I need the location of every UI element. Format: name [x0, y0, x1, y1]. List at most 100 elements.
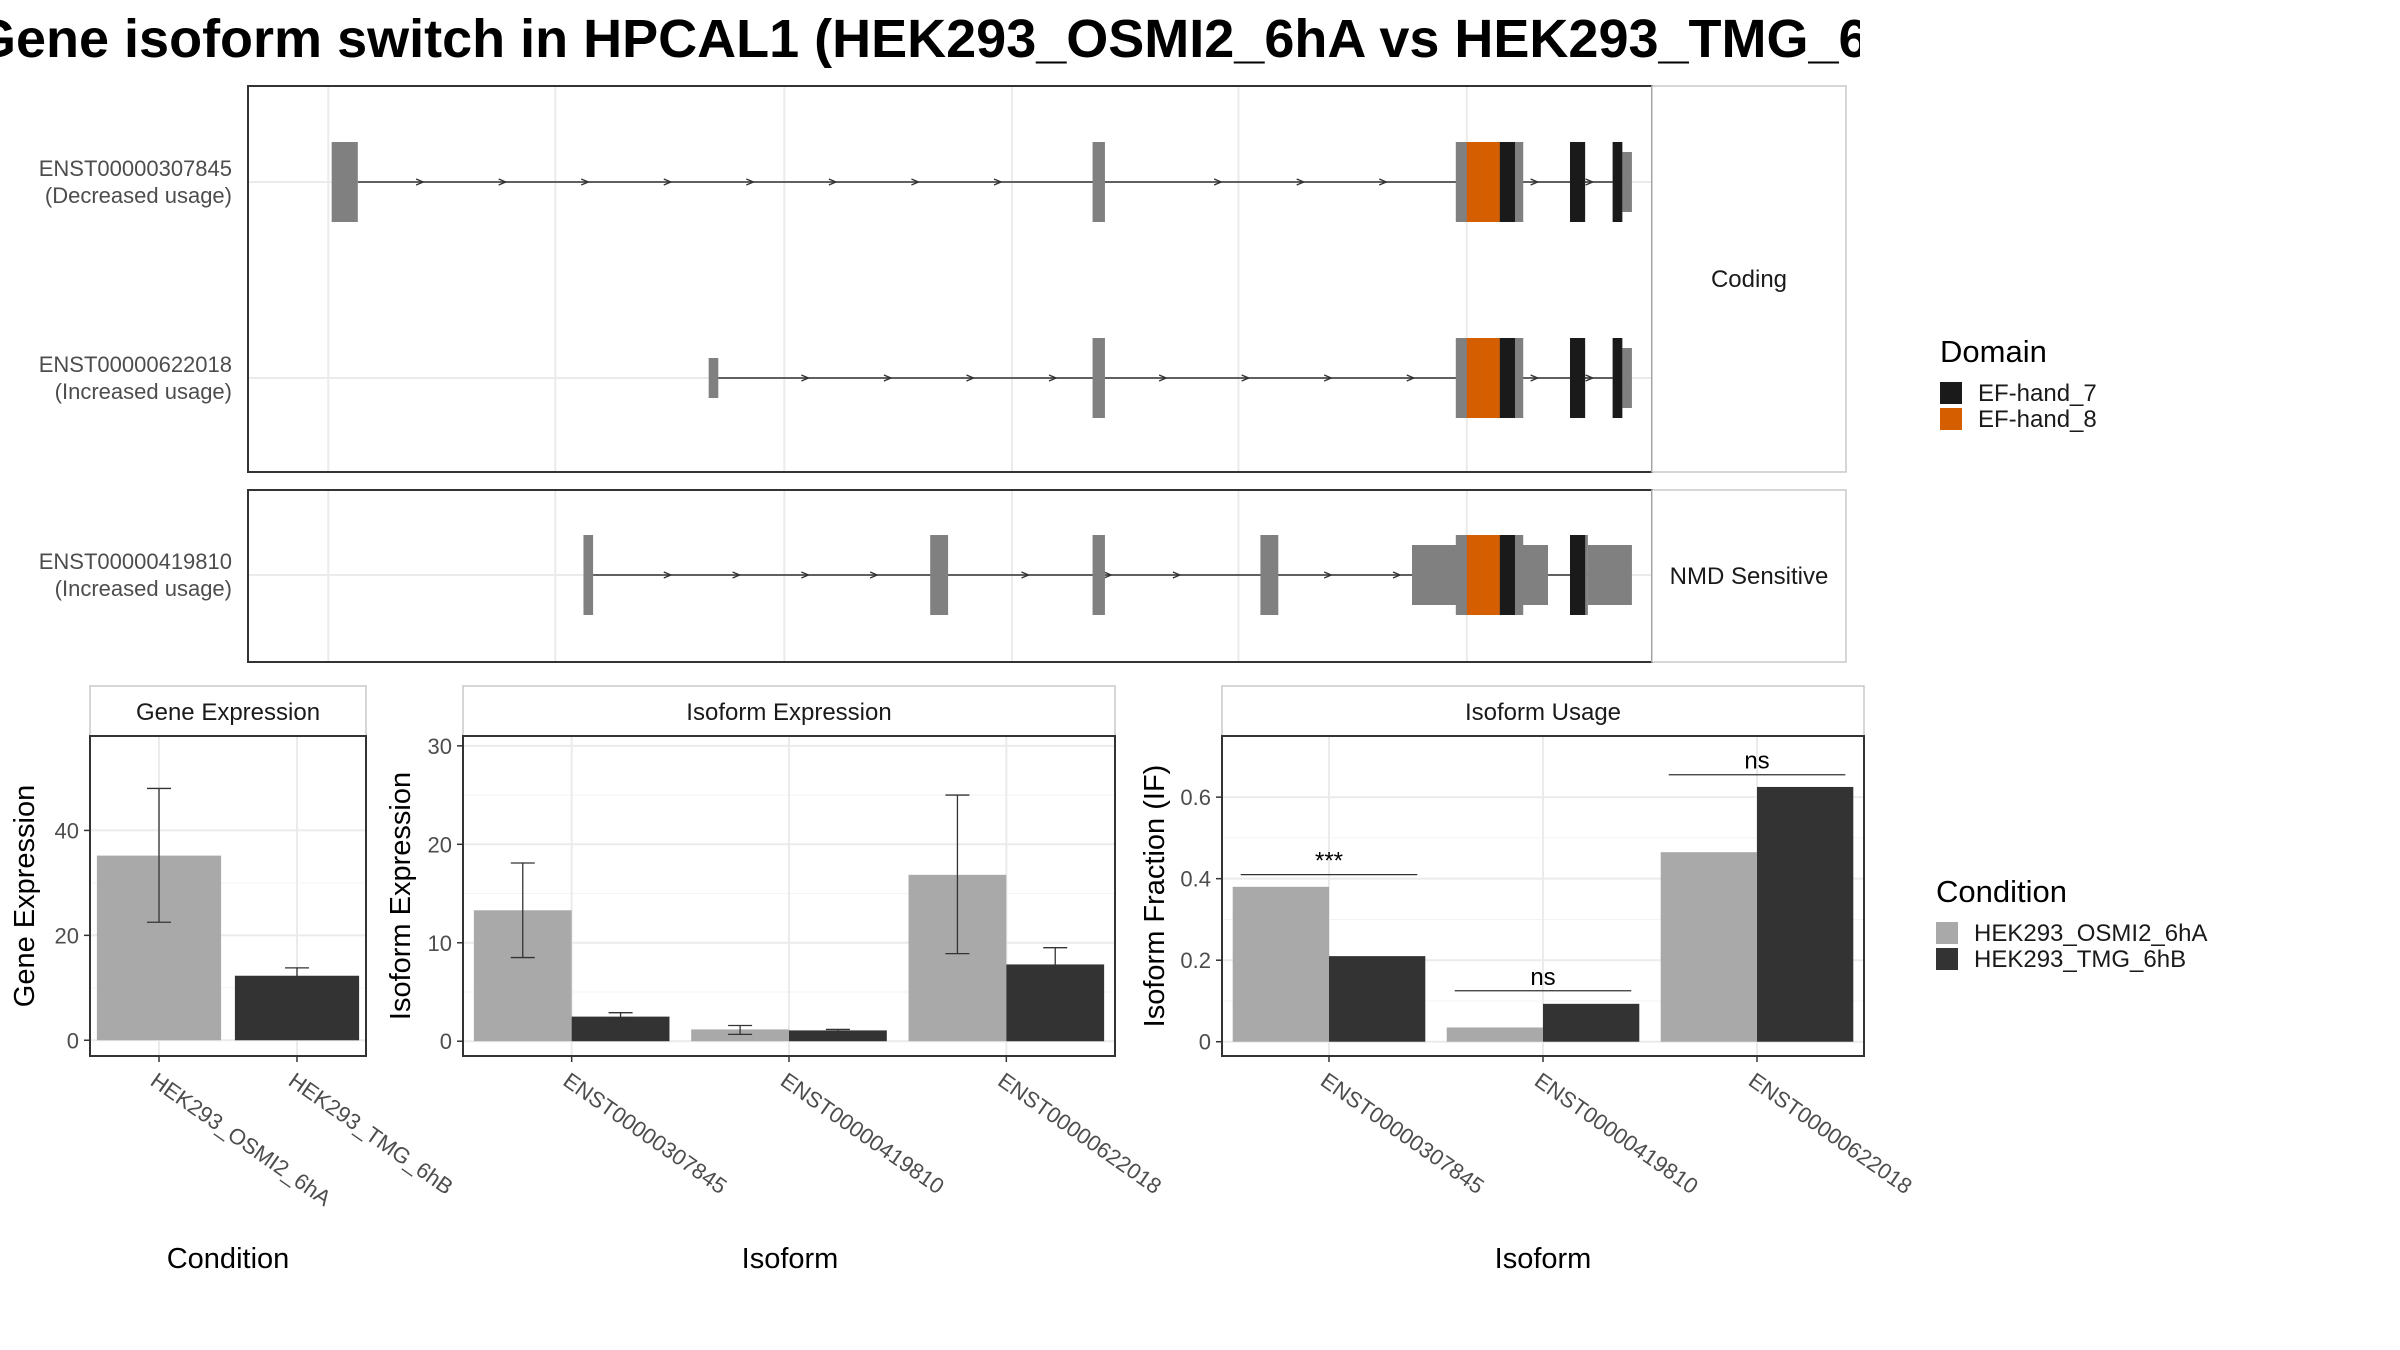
strand-arrow [1585, 178, 1595, 186]
legend-label: HEK293_TMG_6hB [1974, 946, 2186, 973]
strand-arrow [415, 178, 425, 186]
transcript-usage-label: (Increased usage) [55, 379, 232, 404]
transcript-usage-label: (Increased usage) [55, 576, 232, 601]
strand-arrow [1241, 374, 1251, 382]
chart-strip [1221, 685, 1865, 737]
strand-arrow [911, 178, 921, 186]
domain-ef-hand-7 [1499, 535, 1515, 615]
x-tick-label: ENST00000622018 [1744, 1068, 1917, 1199]
exon [1587, 545, 1632, 605]
legend-title: Domain [1940, 334, 2047, 369]
legend-label: HEK293_OSMI2_6hA [1974, 920, 2207, 947]
chart-strip-label: Gene Expression [136, 699, 320, 726]
strand-arrow [883, 374, 893, 382]
legend-label: EF-hand_7 [1978, 380, 2097, 407]
exon [583, 535, 594, 615]
x-tick-label: ENST00000419810 [776, 1068, 949, 1199]
transcript-label: ENST00000307845 [39, 156, 232, 181]
strand-arrow [498, 178, 508, 186]
legend-label: EF-hand_8 [1978, 406, 2097, 433]
strand-arrow [746, 178, 756, 186]
strand-arrow [1585, 374, 1595, 382]
strand-arrow [663, 571, 673, 579]
chart-isoform-usage: Isoform Usage *** ns ns 0 0.2 0.4 0.6 ENST000003… [1139, 685, 1917, 1275]
y-axis-title: Isoform Fraction (IF) [1139, 765, 1171, 1028]
exon [930, 535, 949, 615]
bar [1757, 786, 1854, 1042]
chart-strip-label: Isoform Expression [686, 699, 891, 726]
strand-arrow [1048, 374, 1058, 382]
strand-arrow [828, 178, 838, 186]
bar [1543, 1003, 1640, 1042]
chart-border [89, 735, 367, 1057]
panel-strip [1651, 85, 1847, 473]
significance-label: ns [1530, 964, 1555, 991]
domain-ef-hand-8 [1480, 142, 1500, 222]
chart-isoform-expression: Isoform Expression 0 10 20 30 ENST00000307845… [385, 685, 1166, 1275]
domain-legend: Domain EF-hand_7EF-hand_8 [1940, 334, 2097, 433]
exon [331, 142, 358, 222]
y-tick-label: 30 [428, 734, 452, 759]
bar [1660, 852, 1757, 1042]
domain-ef-hand-7 [1612, 142, 1623, 222]
y-axis-title: Isoform Expression [385, 772, 417, 1020]
x-axis-title: Isoform [1495, 1243, 1592, 1275]
bar [234, 975, 360, 1041]
transcript-label: ENST00000419810 [39, 549, 232, 574]
legend-swatch [1940, 408, 1962, 430]
panel-strip-label: Coding [1711, 266, 1787, 293]
x-tick-label: ENST00000307845 [559, 1068, 732, 1199]
strand-arrow [1213, 178, 1223, 186]
y-tick-label: 40 [55, 818, 79, 843]
transcript-ENST00000307845 [331, 142, 1632, 222]
x-tick-label: ENST00000419810 [1530, 1068, 1703, 1199]
domain-ef-hand-8 [1466, 535, 1481, 615]
bar [1232, 886, 1329, 1042]
strand-arrow [1158, 374, 1168, 382]
y-tick-label: 0 [440, 1029, 452, 1054]
y-tick-label: 20 [428, 832, 452, 857]
transcript-ENST00000419810 [583, 535, 1632, 615]
y-tick-label: 20 [55, 923, 79, 948]
exon [1622, 348, 1632, 408]
x-axis-title: Isoform [742, 1243, 839, 1275]
legend-swatch [1936, 948, 1958, 970]
legend-swatch [1936, 922, 1958, 944]
strand-arrow [1392, 571, 1402, 579]
figure-title: Gene isoform switch in HPCAL1 (HEK293_OS… [0, 9, 1860, 69]
exon [1092, 338, 1105, 418]
strand-arrow [1378, 178, 1389, 186]
y-axis-title: Gene Expression [9, 785, 41, 1007]
panel-strip [1651, 489, 1847, 663]
bar [1329, 956, 1426, 1042]
strand-arrow [1530, 178, 1540, 186]
domain-ef-hand-7 [1612, 338, 1623, 418]
strand-arrow [1323, 571, 1333, 579]
y-tick-label: 0.6 [1180, 785, 1211, 810]
transcript-ENST00000622018 [708, 338, 1632, 418]
strand-arrow [580, 178, 590, 186]
strand-arrow [1296, 178, 1306, 186]
strand-arrow [1530, 374, 1540, 382]
legend-title: Condition [1936, 874, 2067, 909]
strand-arrow [732, 571, 742, 579]
domain-ef-hand-7 [1570, 338, 1586, 418]
strand-arrow [801, 571, 811, 579]
transcript-panel-nmd-sensitive: ENST00000419810(Increased usage) NMD Sens… [39, 489, 1847, 663]
strand-arrow [966, 374, 976, 382]
x-tick-label: ENST00000622018 [993, 1068, 1166, 1199]
strand-arrow [993, 178, 1003, 186]
strand-arrow [1406, 374, 1416, 382]
strand-arrow [801, 374, 811, 382]
transcript-panel-coding: ENST00000307845(Decreased usage) ENST0000… [39, 85, 1847, 473]
legend-swatch [1940, 382, 1962, 404]
significance-label: ns [1744, 748, 1769, 775]
strand-arrow [1103, 571, 1113, 579]
exon [708, 358, 719, 398]
panel-strip-label: NMD Sensitive [1670, 563, 1829, 590]
y-tick-label: 0.4 [1180, 867, 1211, 892]
transcript-label: ENST00000622018 [39, 352, 232, 377]
bar [789, 1030, 887, 1042]
